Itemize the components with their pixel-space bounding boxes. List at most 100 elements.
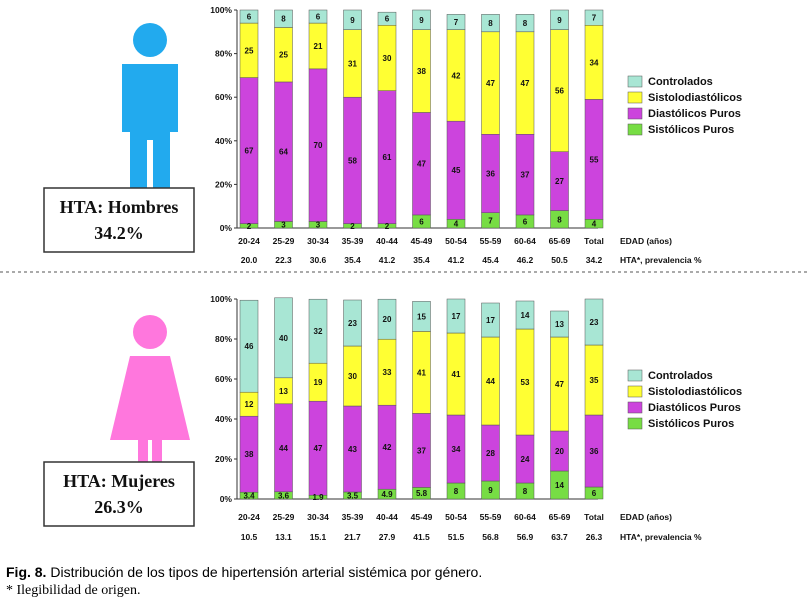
prevalence-value: 51.5	[448, 532, 465, 542]
legend-swatch	[627, 417, 643, 430]
bar-segment	[515, 14, 535, 33]
data-label: 17	[486, 316, 495, 325]
prevalence-value: 30.6	[310, 255, 327, 265]
prevalence-value: 20.0	[241, 255, 258, 265]
prevalence-title: HTA*, prevalencia %	[620, 255, 702, 265]
y-tick-label: 40%	[215, 136, 232, 146]
x-tick-label: 55-59	[480, 512, 502, 522]
data-label: 6	[247, 13, 252, 22]
prevalence-value: 63.7	[551, 532, 568, 542]
data-label: 12	[245, 400, 254, 409]
head-shape	[133, 315, 167, 349]
data-label: 14	[521, 311, 530, 320]
data-label: 7	[488, 216, 493, 225]
hta-box	[43, 187, 195, 253]
chart-panel-hombres	[43, 9, 643, 253]
x-tick-label: 30-34	[307, 236, 329, 246]
data-label: 61	[383, 153, 392, 162]
data-label: 8	[557, 215, 562, 224]
head-shape	[133, 23, 167, 57]
bar-segment	[377, 11, 397, 26]
prevalence-value: 46.2	[517, 255, 534, 265]
data-label: 8	[523, 19, 528, 28]
bar-segment	[550, 9, 569, 30]
female-person-icon	[110, 315, 190, 484]
data-label: 37	[417, 446, 426, 455]
legend-swatch	[627, 91, 643, 104]
x-tick-label: 20-24	[238, 512, 260, 522]
data-label: 36	[590, 447, 599, 456]
legend-label: Sistolodiastólicos	[648, 386, 742, 398]
y-tick-label: 20%	[215, 454, 232, 464]
data-label: 9	[557, 16, 562, 25]
y-tick-label: 80%	[215, 49, 232, 59]
x-tick-label: 30-34	[307, 512, 329, 522]
bar-segment	[481, 14, 500, 33]
legend-label: Controlados	[648, 76, 713, 88]
legend-label: Controlados	[648, 370, 713, 382]
data-label: 31	[348, 59, 357, 68]
data-label: 7	[454, 18, 459, 27]
data-label: 28	[486, 449, 495, 458]
data-label: 36	[486, 170, 495, 179]
legend-label: Sistólicos Puros	[648, 124, 734, 136]
prevalence-value: 41.2	[379, 255, 396, 265]
data-label: 20	[383, 315, 392, 324]
x-tick-label: 65-69	[549, 512, 571, 522]
prevalence-value: 35.4	[344, 255, 361, 265]
data-label: 6	[316, 13, 321, 22]
data-label: 15	[417, 312, 426, 321]
prevalence-value: 56.9	[517, 532, 534, 542]
prevalence-value: 34.2	[586, 255, 603, 265]
x-tick-label: 45-49	[411, 512, 433, 522]
x-axis-title: EDAD (años)	[620, 512, 672, 522]
prevalence-title: HTA*, prevalencia %	[620, 532, 702, 542]
data-label: 47	[521, 79, 530, 88]
data-label: 3.6	[278, 491, 290, 500]
caption-fig-label: Fig. 8.	[6, 564, 47, 580]
data-label: 19	[314, 378, 323, 387]
data-label: 9	[419, 16, 424, 25]
data-label: 42	[383, 443, 392, 452]
data-label: 67	[245, 147, 254, 156]
data-label: 2	[350, 222, 355, 231]
x-tick-label: 65-69	[549, 236, 571, 246]
body-shape	[110, 356, 190, 484]
data-label: 24	[521, 455, 530, 464]
x-tick-label: 35-39	[342, 236, 364, 246]
data-label: 3	[316, 221, 321, 230]
prevalence-value: 21.7	[344, 532, 361, 542]
x-tick-label: 50-54	[445, 512, 467, 522]
data-label: 5.8	[416, 489, 428, 498]
legend-swatch	[627, 75, 643, 88]
x-tick-label: 60-64	[514, 512, 536, 522]
y-tick-label: 60%	[215, 374, 232, 384]
data-label: 41	[417, 368, 426, 377]
bar-segment	[584, 9, 604, 26]
data-label: 23	[590, 318, 599, 327]
data-label: 30	[383, 54, 392, 63]
data-label: 38	[417, 67, 426, 76]
hta-box	[43, 461, 195, 527]
x-tick-label: 60-64	[514, 236, 536, 246]
data-label: 41	[452, 370, 461, 379]
prevalence-value: 56.8	[482, 532, 499, 542]
data-label: 38	[245, 450, 254, 459]
bar-segment	[515, 300, 535, 330]
legend-swatch	[627, 369, 643, 382]
data-label: 4.9	[381, 490, 393, 499]
data-label: 58	[348, 156, 357, 165]
data-label: 14	[555, 481, 564, 490]
x-tick-label: 35-39	[342, 512, 364, 522]
bar-segment	[412, 9, 431, 30]
bar-segment	[308, 9, 328, 24]
y-tick-label: 60%	[215, 92, 232, 102]
y-tick-label: 80%	[215, 334, 232, 344]
data-label: 43	[348, 445, 357, 454]
legend-swatch	[627, 123, 643, 136]
data-label: 8	[281, 15, 286, 24]
bar-segment	[239, 299, 259, 393]
data-label: 13	[555, 320, 564, 329]
bar-segment	[274, 297, 293, 379]
legend-label: Diastólicos Puros	[648, 108, 741, 120]
